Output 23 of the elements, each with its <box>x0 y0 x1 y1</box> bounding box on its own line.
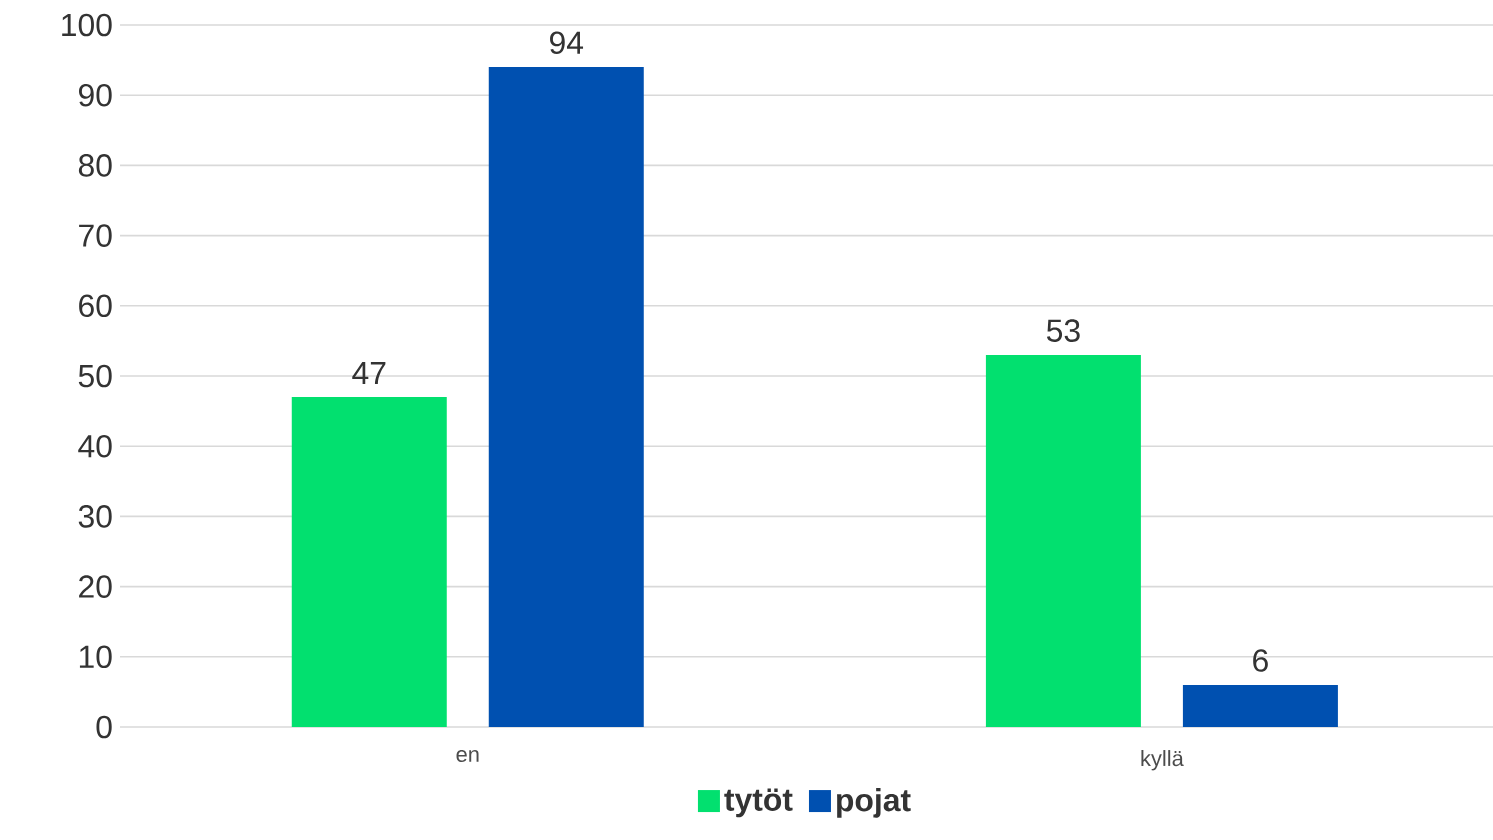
data-label: 6 <box>1253 649 1268 672</box>
data-label: 47 <box>352 362 386 385</box>
legend-label: tytöt <box>724 788 793 818</box>
bar <box>1182 684 1338 727</box>
x-tick-label: kyllä <box>1141 750 1184 771</box>
bar <box>291 397 447 727</box>
y-tick-label: 10 <box>79 645 112 669</box>
y-tick-label: 0 <box>96 715 112 739</box>
y-tick-label: 20 <box>79 575 112 598</box>
y-tick-label: 70 <box>79 224 112 247</box>
y-tick-label: 80 <box>78 154 112 177</box>
data-label: 94 <box>550 31 584 55</box>
bar <box>985 354 1141 727</box>
y-tick-label: 50 <box>78 364 112 388</box>
y-tick-label: 40 <box>78 434 112 458</box>
data-label: 53 <box>1046 319 1080 342</box>
x-tick-label: en <box>456 750 479 763</box>
y-tick-label: 60 <box>79 294 112 318</box>
bar <box>488 67 644 727</box>
y-tick-label: 90 <box>79 83 112 107</box>
y-tick-label: 100 <box>62 13 112 37</box>
legend-label: pojat <box>837 788 911 818</box>
y-tick-label: 30 <box>78 505 112 528</box>
